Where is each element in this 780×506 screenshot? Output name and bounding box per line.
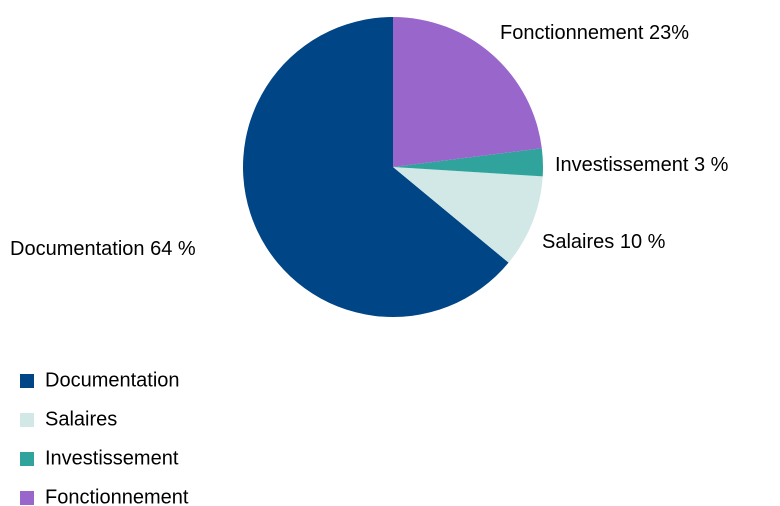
legend-swatch	[20, 374, 34, 388]
slice-label: Fonctionnement 23%	[500, 22, 689, 44]
pie-slice	[393, 17, 542, 167]
legend-label: Investissement	[45, 447, 179, 469]
slice-label: Investissement 3 %	[555, 154, 729, 176]
slice-label-name: Salaires	[542, 231, 614, 253]
legend-label: Salaires	[45, 408, 117, 430]
pie-slice	[393, 148, 543, 177]
pie-slice	[393, 167, 543, 263]
legend-swatch	[20, 413, 34, 427]
slice-label-name: Documentation	[10, 238, 145, 260]
legend-label: Documentation	[45, 369, 180, 391]
slice-label-value: 3 %	[694, 154, 729, 176]
slice-label-value: 10 %	[620, 231, 666, 253]
slice-label-value: 23%	[649, 22, 689, 44]
slice-label: Salaires 10 %	[542, 231, 666, 253]
slice-label: Documentation 64 %	[10, 238, 196, 260]
slice-label-value: 64 %	[150, 238, 196, 260]
legend-swatch	[20, 491, 34, 505]
legend-label: Fonctionnement	[45, 486, 189, 506]
slice-label-name: Investissement	[555, 154, 689, 176]
legend-swatch	[20, 452, 34, 466]
slice-label-name: Fonctionnement	[500, 22, 644, 44]
pie-slice	[242, 17, 509, 317]
